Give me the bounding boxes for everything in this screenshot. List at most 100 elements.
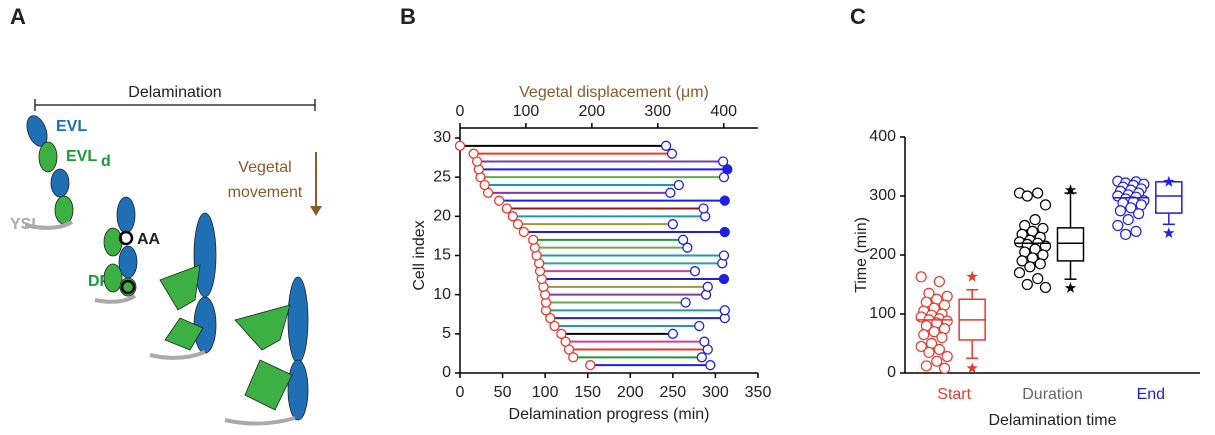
y-tick-label: 200 [869,246,896,263]
y-tick-label: 0 [442,364,451,381]
arrow-head [310,206,322,216]
point [915,271,927,283]
point [1120,228,1132,240]
box [1056,227,1085,262]
point [938,362,951,374]
panel-b: 0 50 100 150 200 250 300 350 0 100 200 300 400 0 5 10 15… [411,84,771,423]
end-point [705,360,716,371]
end-point [722,164,733,175]
start-point [501,203,512,214]
point [1114,205,1127,217]
start-point [518,226,530,238]
y-tick-label: 25 [433,168,451,185]
extreme-star [1163,175,1175,187]
x2-tick-label: 300 [644,103,671,120]
x2-axis-label: Vegetal displacement (μm) [519,84,709,101]
point [1122,214,1134,226]
point [918,329,930,341]
box [1155,181,1183,214]
x-tick-label: 100 [532,384,559,401]
point [933,343,945,355]
x-tick-label: 250 [660,384,687,401]
start-point [494,195,505,206]
extreme-star [966,362,978,374]
x-tick-label: 150 [574,384,601,401]
end-point [717,156,729,167]
end-point [718,250,730,261]
point [1039,281,1052,294]
panel-label: B [400,4,416,29]
diagram-title: Delamination [128,84,221,101]
label: Vegetal [238,159,291,176]
end-point [698,203,709,214]
panel-label: A [10,4,26,29]
point [1133,208,1145,220]
start-point [479,179,490,191]
panel-c: 0 100 200 300 400 Time (min) Delamination time… [853,128,1200,429]
start-point [528,234,539,245]
point [1032,273,1044,285]
panel-label: C [850,4,866,29]
extreme-star [1064,184,1077,195]
end-point [667,219,679,230]
label: movement [228,184,303,201]
point [928,326,940,338]
y-tick-label: 300 [869,187,896,204]
point [941,350,953,363]
x2-tick-label: 100 [513,103,540,120]
point [1024,261,1036,273]
end-point [694,320,705,332]
end-point [699,336,710,347]
extreme-star [1064,282,1077,293]
x-tick-label: End [1137,386,1165,403]
point [1021,278,1033,291]
point [1112,219,1124,232]
start-point [512,219,524,230]
label: EVL [56,118,87,135]
end-point [673,179,684,191]
point [936,332,948,344]
point [1013,267,1026,279]
extreme-star [1163,227,1175,238]
label: d [101,153,111,170]
start-point [560,336,571,347]
end-point [718,273,730,285]
point [933,275,945,288]
end-point [665,187,676,198]
x-axis-label: Delamination time [988,412,1116,429]
start-point [468,148,479,159]
end-point [689,266,701,277]
end-point [696,352,707,363]
start-point [454,140,466,151]
x-tick-label: 300 [702,384,729,401]
point [923,346,935,358]
end-point [666,148,678,159]
diagram: Delamination EVL EVL d YSL AA DFC Vegeta… [10,84,322,426]
end-point [719,226,730,238]
end-point [660,140,672,151]
x2-tick-label: 400 [710,103,737,120]
end-point [682,242,693,253]
x-tick-label: 50 [494,384,512,401]
end-point [680,297,691,308]
point [1032,187,1044,199]
end-point [702,281,713,292]
point [1125,202,1137,214]
x2-tick-label: 0 [456,103,465,120]
y-tick-label: 20 [433,208,451,225]
start-point [507,211,518,222]
x-tick-label: Duration [1022,386,1082,403]
y-axis-label: Cell index [411,220,428,290]
x-tick-label: Start [937,386,971,403]
x-axis-label: Delamination progress (min) [509,406,710,423]
end-point [667,328,679,339]
point [920,360,932,372]
y-tick-label: 100 [869,305,896,322]
start-point [549,320,560,332]
start-point [568,352,579,363]
point [1130,225,1142,237]
point [1021,190,1033,202]
point [931,355,943,367]
